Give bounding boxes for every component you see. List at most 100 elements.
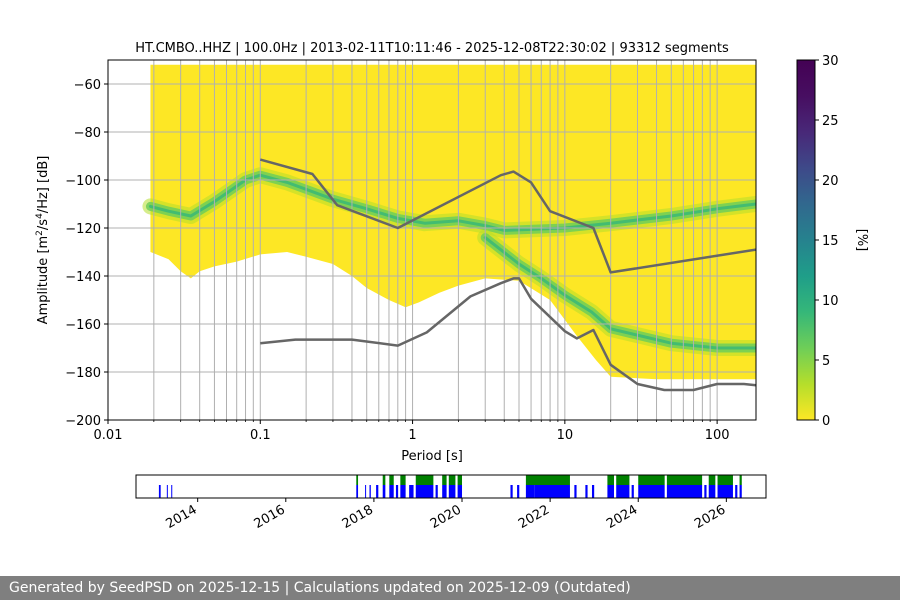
psd-span: [442, 475, 447, 485]
coverage-span: [517, 485, 520, 498]
plot-frame: [107, 59, 757, 421]
coverage-span: [415, 485, 434, 498]
coverage-span: [376, 485, 379, 498]
psd-span: [616, 475, 630, 485]
timeline-tick-label: 2024: [604, 502, 640, 532]
low-noise-model-line: [260, 277, 756, 392]
psd-span: [607, 475, 615, 485]
colorbar-tick-label: 25: [822, 114, 839, 129]
colorbar-tick-label: 10: [822, 294, 839, 309]
coverage-span: [448, 485, 456, 498]
colorbar-tick-label: 15: [822, 234, 839, 249]
coverage-span: [585, 485, 588, 498]
coverage-span: [735, 485, 738, 498]
colorbar: 0 5 10 15 20 25 30 [%]: [796, 54, 869, 429]
coverage-span: [704, 485, 707, 498]
timeline-spans: [158, 475, 742, 498]
psd-span: [457, 475, 463, 485]
x-tick-label: 1: [408, 428, 416, 443]
colorbar-ticks: 0 5 10 15 20 25 30: [815, 54, 839, 429]
coverage-span: [739, 485, 742, 498]
timeline-ticks: 2014 2016 2018 2020 2022 2024 2026: [164, 498, 728, 532]
psd-span: [638, 475, 665, 485]
colorbar-gradient: [796, 59, 816, 421]
high-noise-model-line: [259, 158, 756, 274]
coverage-span: [166, 485, 168, 498]
psd-span: [448, 475, 456, 485]
timeline-tick-label: 2018: [340, 502, 376, 532]
footer-text: Generated by SeedPSD on 2025-12-15 | Cal…: [9, 580, 631, 596]
psd-span: [739, 475, 742, 485]
coverage-span: [369, 485, 371, 498]
psd-span: [382, 475, 386, 485]
coverage-span: [574, 485, 577, 498]
psd-plot-area: [108, 60, 756, 420]
coverage-span: [382, 485, 386, 498]
psd-span: [717, 475, 733, 485]
grid-lines: [108, 60, 756, 420]
coverage-span: [717, 485, 733, 498]
colorbar-tick-label: 20: [822, 174, 839, 189]
y-tick-label: −180: [65, 366, 101, 381]
psd-span: [389, 475, 394, 485]
chart-title: HT.CMBO..HHZ | 100.0Hz | 2013-02-11T10:1…: [135, 41, 729, 56]
psd-span: [525, 475, 570, 485]
y-tick-label: −160: [65, 318, 101, 333]
y-tick-label: −80: [74, 126, 101, 141]
y-tick-label: −140: [65, 270, 101, 285]
coverage-span: [638, 485, 665, 498]
x-tick-label: 0.01: [94, 428, 123, 443]
x-axis-label: Period [s]: [401, 449, 463, 464]
data-timeline: 2014 2016 2018 2020 2022 2024 2026: [135, 474, 767, 532]
x-tick-label: 100: [705, 428, 730, 443]
coverage-span: [171, 485, 173, 498]
coverage-span: [400, 485, 406, 498]
x-tick-label: 0.1: [250, 428, 271, 443]
figure: HT.CMBO..HHZ | 100.0Hz | 2013-02-11T10:1…: [35, 41, 869, 532]
y-axis-ticks: −60 −80 −100 −120 −140 −160 −180 −200: [65, 78, 108, 429]
colorbar-tick-label: 30: [822, 54, 839, 69]
coverage-span: [631, 485, 634, 498]
timeline-tick-label: 2026: [692, 502, 728, 532]
coverage-span: [435, 485, 438, 498]
x-tick-label: 10: [557, 428, 574, 443]
coverage-span: [395, 485, 399, 498]
timeline-frame: [135, 474, 767, 499]
y-tick-label: −200: [65, 414, 101, 429]
timeline-tick-label: 2016: [252, 502, 288, 532]
coverage-span: [666, 485, 703, 498]
footer-bar: Generated by SeedPSD on 2025-12-15 | Cal…: [0, 576, 900, 600]
psd-span: [415, 475, 434, 485]
timeline-tick-label: 2020: [428, 502, 464, 532]
x-axis-ticks: 0.01 0.1 1 10 100: [94, 420, 730, 443]
coverage-span: [158, 485, 161, 498]
coverage-span: [442, 485, 447, 498]
timeline-tick-label: 2014: [164, 502, 200, 532]
density-band-core-1: [483, 236, 756, 350]
coverage-span: [356, 485, 359, 498]
psd-span: [708, 475, 716, 485]
coverage-span: [525, 485, 535, 498]
timeline-tick-label: 2022: [516, 502, 552, 532]
y-tick-label: −60: [74, 78, 101, 93]
coverage-span: [409, 485, 414, 498]
noise-model-lines: [259, 158, 756, 392]
y-tick-label: −100: [65, 174, 101, 189]
colorbar-label: [%]: [854, 229, 869, 252]
y-tick-label: −120: [65, 222, 101, 237]
coverage-span: [510, 485, 513, 498]
coverage-span: [591, 485, 595, 498]
coverage-span: [457, 485, 463, 498]
coverage-span: [389, 485, 394, 498]
coverage-span: [607, 485, 615, 498]
psd-span: [356, 475, 359, 485]
colorbar-tick-label: 5: [822, 354, 830, 369]
coverage-span: [365, 485, 367, 498]
coverage-span: [708, 485, 716, 498]
psd-span: [666, 475, 703, 485]
y-axis-label: Amplitude [m2/s4/Hz] [dB]: [35, 156, 51, 325]
colorbar-tick-label: 0: [822, 414, 830, 429]
psd-span: [400, 475, 406, 485]
coverage-span: [534, 485, 570, 498]
coverage-span: [616, 485, 630, 498]
